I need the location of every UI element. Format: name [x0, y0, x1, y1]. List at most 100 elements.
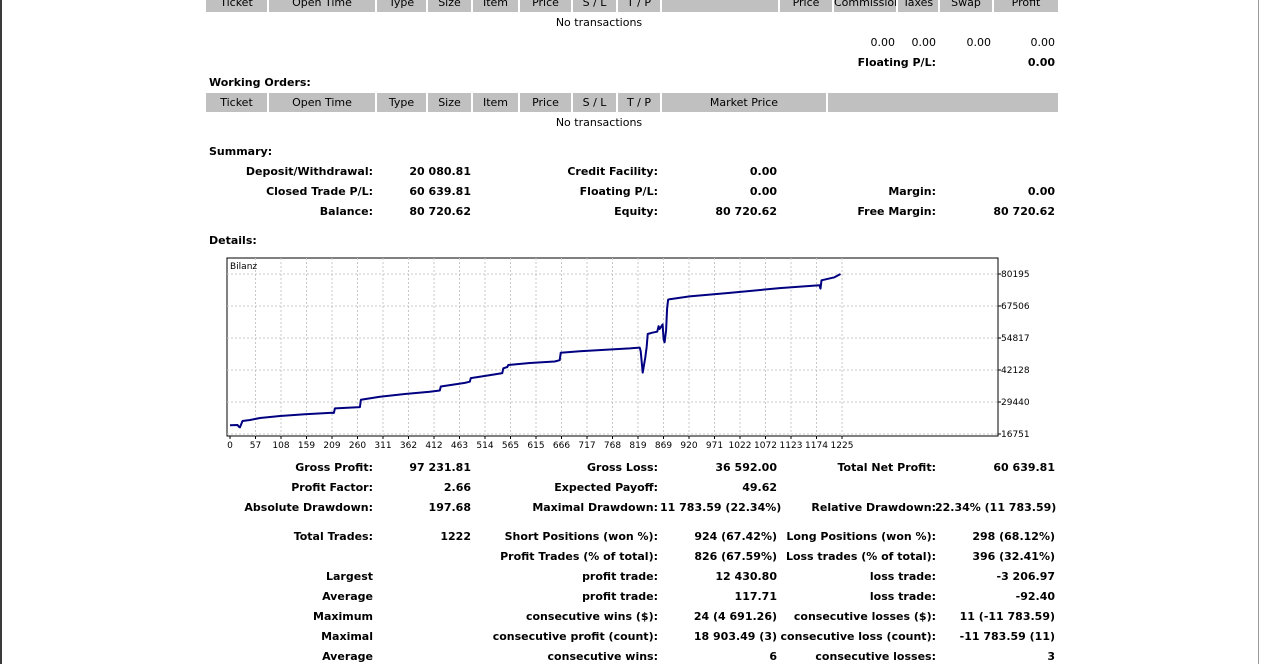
profit-factor-value: 2.66 [443, 481, 471, 494]
header-close-time [662, 0, 778, 12]
credit-facility-value: 0.00 [749, 165, 777, 178]
largest-label: Largest [326, 570, 373, 583]
avg-consecutive-losses-label: consecutive losses: [815, 650, 936, 663]
summary-floating-pl-label: Floating P/L: [579, 185, 658, 198]
wo-header-price: Price [520, 93, 571, 112]
wo-header-market-price: Market Price [662, 93, 826, 112]
y-tick-label: 80195 [1001, 270, 1030, 280]
total-taxes: 0.00 [911, 36, 937, 49]
short-positions-label: Short Positions (won %): [504, 530, 658, 543]
chart-title: Bilanz [230, 262, 257, 272]
x-tick-label: 1174 [805, 441, 828, 451]
expected-payoff-value: 49.62 [742, 481, 777, 494]
maximal-consecutive-loss-value: -11 783.59 (11) [959, 630, 1055, 643]
window-right-border [1258, 0, 1259, 664]
total-profit: 0.00 [1030, 36, 1056, 49]
y-tick-label: 42128 [1001, 366, 1030, 376]
x-tick-label: 463 [451, 441, 468, 451]
summary-floating-pl-value: 0.00 [749, 185, 777, 198]
header-price: Price [520, 0, 571, 12]
long-positions-value: 298 (68.12%) [972, 530, 1055, 543]
max-consecutive-wins-label: consecutive wins ($): [525, 610, 658, 623]
average-profit-label: profit trade: [582, 590, 658, 603]
header-size: Size [428, 0, 471, 12]
header-commission: Commission [834, 0, 896, 12]
avg-consecutive-wins-value: 6 [769, 650, 777, 663]
free-margin-value: 80 720.62 [993, 205, 1055, 218]
total-trades-value: 1222 [440, 530, 471, 543]
x-tick-label: 1072 [754, 441, 777, 451]
balance-series-line [229, 273, 841, 429]
absolute-drawdown-value: 197.68 [428, 501, 471, 514]
floating-pl-value: 0.00 [1027, 56, 1055, 69]
x-tick-label: 1022 [729, 441, 752, 451]
wo-header-type: Type [377, 93, 426, 112]
working-orders-empty-text: No transactions [555, 116, 643, 129]
x-tick-label: 971 [706, 441, 723, 451]
x-tick-label: 514 [476, 441, 493, 451]
x-tick-label: 159 [298, 441, 315, 451]
gross-loss-value: 36 592.00 [715, 461, 777, 474]
x-tick-label: 412 [425, 441, 442, 451]
window-left-border [0, 0, 2, 664]
summary-title: Summary: [209, 145, 273, 158]
profit-factor-label: Profit Factor: [291, 481, 373, 494]
working-orders-title: Working Orders: [209, 76, 311, 89]
x-tick-label: 615 [527, 441, 544, 451]
header-sl: S / L [573, 0, 616, 12]
balance-chart: Bilanz 0 57 108 159 209 260 311 362 412 463 514 565… [226, 257, 1030, 451]
average-consecutive-label: Average [322, 650, 373, 663]
free-margin-label: Free Margin: [857, 205, 936, 218]
x-tick-label: 1123 [780, 441, 803, 451]
total-trades-label: Total Trades: [293, 530, 373, 543]
y-tick-label: 29440 [1001, 398, 1030, 408]
x-tick-label: 819 [629, 441, 646, 451]
wo-header-ticket: Ticket [206, 93, 267, 112]
maximal-consecutive-profit-label: consecutive profit (count): [492, 630, 658, 643]
closed-trade-pl-label: Closed Trade P/L: [266, 185, 373, 198]
x-tick-label: 108 [272, 441, 289, 451]
average-loss-value: -92.40 [1015, 590, 1055, 603]
header-tp: T / P [618, 0, 660, 12]
header-profit: Profit [994, 0, 1058, 12]
y-tick-label: 54817 [1001, 334, 1030, 344]
profit-trades-label: Profit Trades (% of total): [500, 550, 658, 563]
details-title: Details: [209, 234, 257, 247]
avg-consecutive-wins-label: consecutive wins: [547, 650, 658, 663]
deposit-label: Deposit/Withdrawal: [245, 165, 373, 178]
relative-drawdown-value: 22.34% (11 783.59) [935, 501, 1057, 514]
maximal-drawdown-value: 11 783.59 (22.34%) [660, 501, 782, 514]
x-tick-label: 768 [604, 441, 621, 451]
gross-loss-label: Gross Loss: [587, 461, 658, 474]
total-net-profit-label: Total Net Profit: [837, 461, 937, 474]
average-loss-label: loss trade: [869, 590, 936, 603]
maximum-label: Maximum [313, 610, 373, 623]
largest-loss-value: -3 206.97 [996, 570, 1056, 583]
largest-profit-label: profit trade: [582, 570, 658, 583]
max-consecutive-losses-label: consecutive losses ($): [793, 610, 936, 623]
short-positions-value: 924 (67.42%) [694, 530, 777, 543]
header-type: Type [377, 0, 426, 12]
credit-facility-label: Credit Facility: [567, 165, 658, 178]
long-positions-label: Long Positions (won %): [786, 530, 936, 543]
total-swap: 0.00 [966, 36, 992, 49]
maximal-label: Maximal [321, 630, 373, 643]
floating-pl-label: Floating P/L: [857, 56, 936, 69]
header-swap: Swap [940, 0, 992, 12]
x-tick-label: 209 [323, 441, 340, 451]
x-tick-label: 869 [655, 441, 672, 451]
header-close-price: Price [780, 0, 832, 12]
x-tick-label: 717 [578, 441, 595, 451]
wo-header-size: Size [428, 93, 471, 112]
gross-profit-label: Gross Profit: [295, 461, 373, 474]
total-net-profit-value: 60 639.81 [993, 461, 1055, 474]
header-item: Item [473, 0, 518, 12]
balance-label: Balance: [319, 205, 373, 218]
header-open-time: Open Time [269, 0, 375, 12]
margin-label: Margin: [888, 185, 936, 198]
equity-value: 80 720.62 [715, 205, 777, 218]
positions-empty-text: No transactions [555, 16, 643, 29]
relative-drawdown-label: Relative Drawdown: [811, 501, 936, 514]
expected-payoff-label: Expected Payoff: [554, 481, 658, 494]
x-tick-label: 260 [349, 441, 366, 451]
